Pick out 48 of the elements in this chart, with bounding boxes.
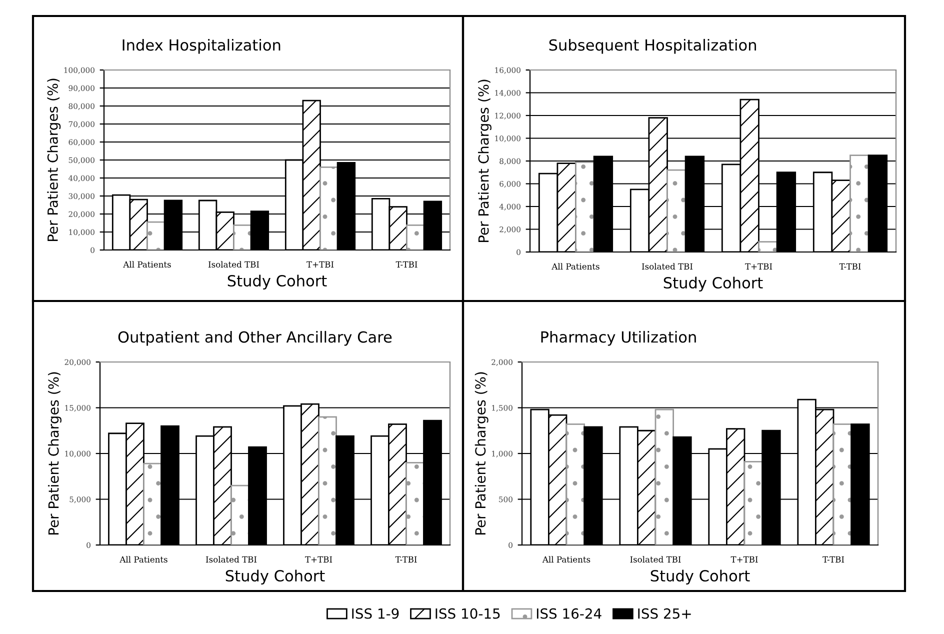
- x-tick-label: T+TBI: [306, 261, 334, 268]
- bar: [406, 224, 425, 250]
- bar: [850, 154, 870, 252]
- bar: [143, 462, 162, 545]
- x-tick-label: Isolated TBI: [208, 261, 260, 268]
- bar: [654, 408, 674, 545]
- x-axis-title: Study Cohort: [664, 276, 763, 292]
- x-tick-label: Isolated TBI: [206, 556, 257, 563]
- bar: [758, 241, 778, 252]
- bar: [230, 484, 250, 545]
- bar: [320, 166, 338, 250]
- x-tick-label: T-TBI: [396, 261, 418, 268]
- bar: [146, 221, 166, 250]
- bar: [666, 169, 686, 252]
- chart-title: Outpatient and Other Ancillary Care: [118, 330, 392, 346]
- x-tick-label: All Patients: [120, 556, 168, 563]
- y-axis-title: Per Patient Charges (%): [47, 78, 61, 242]
- bar: [318, 416, 337, 545]
- bar: [233, 224, 252, 250]
- x-tick-label: T+TBI: [730, 556, 758, 562]
- x-tick-label: T+TBI: [305, 556, 332, 562]
- x-tick-label: All Patients: [552, 263, 600, 270]
- bar: [406, 462, 424, 545]
- x-tick-label: All Patients: [123, 261, 171, 268]
- chart-title: Index Hospitalization: [122, 38, 280, 54]
- x-tick-label: Isolated TBI: [642, 263, 693, 270]
- x-axis-title: Study Cohort: [226, 570, 325, 585]
- bar: [832, 424, 852, 545]
- legend-label: ISS 25+: [638, 608, 691, 619]
- legend-label: ISS 16-24: [536, 608, 602, 619]
- y-axis-title: Per Patient Charges (%): [478, 80, 492, 242]
- x-tick-label: T-TBI: [822, 556, 844, 562]
- y-axis-title: Per Patient Charges (%): [48, 372, 62, 535]
- x-tick-label: Isolated TBI: [630, 556, 681, 563]
- legend-label: ISS 10-15: [436, 608, 500, 619]
- bar: [575, 161, 595, 252]
- bar: [744, 461, 763, 545]
- chart-title: Subsequent Hospitalization: [549, 38, 756, 54]
- chart-title: Pharmacy Utilization: [541, 330, 696, 346]
- legend-label: ISS 1-9: [352, 608, 399, 619]
- x-tick-label: T-TBI: [839, 263, 861, 270]
- x-axis-title: Study Cohort: [650, 570, 750, 585]
- x-tick-label: T-TBI: [395, 556, 417, 562]
- x-tick-label: All Patients: [542, 556, 590, 563]
- x-axis-title: Study Cohort: [228, 274, 327, 290]
- y-axis-title: Per Patient Charges (%): [474, 372, 488, 535]
- x-tick-label: T+TBI: [745, 263, 772, 270]
- bar: [566, 424, 585, 545]
